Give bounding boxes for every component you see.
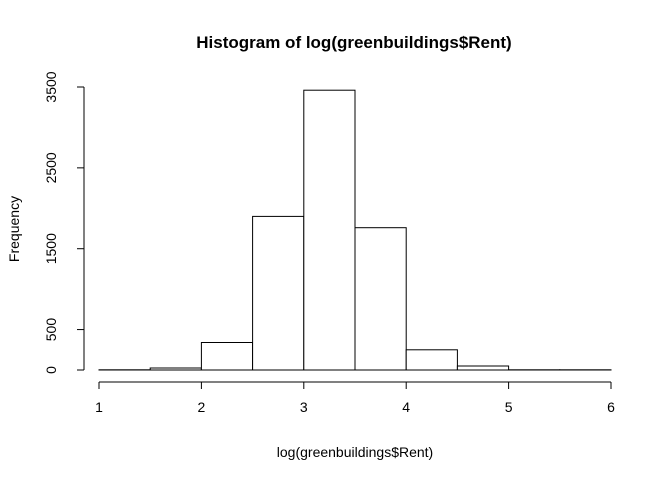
y-tick-label: 3500: [43, 71, 59, 102]
y-tick-label: 1500: [43, 233, 59, 264]
x-tick-label: 3: [300, 399, 308, 415]
y-axis: 0 500 1500 2500 3500: [43, 71, 85, 374]
x-tick-label: 2: [198, 399, 206, 415]
x-axis: 1 2 3 4 5 6: [95, 381, 615, 415]
x-axis-label: log(greenbuildings$Rent): [277, 444, 433, 460]
bars-group: [98, 89, 612, 371]
x-tick-label: 6: [607, 399, 615, 415]
x-tick-label: 1: [95, 399, 103, 415]
histogram-bar-3: [200, 342, 254, 371]
histogram-bar-6: [354, 227, 407, 371]
y-tick-label: 500: [43, 318, 59, 342]
histogram-bar-7: [405, 349, 458, 371]
y-tick-label: 2500: [43, 152, 59, 183]
y-tick-label: 0: [43, 366, 59, 374]
y-axis-label: Frequency: [6, 196, 22, 262]
x-tick-label: 5: [505, 399, 513, 415]
histogram-bar-5: [303, 89, 356, 371]
histogram-bar-8: [456, 365, 510, 371]
chart-title: Histogram of log(greenbuildings$Rent): [196, 33, 511, 52]
histogram-bar-4: [252, 215, 305, 371]
histogram-bar-2: [149, 367, 202, 371]
x-tick-label: 4: [402, 399, 410, 415]
